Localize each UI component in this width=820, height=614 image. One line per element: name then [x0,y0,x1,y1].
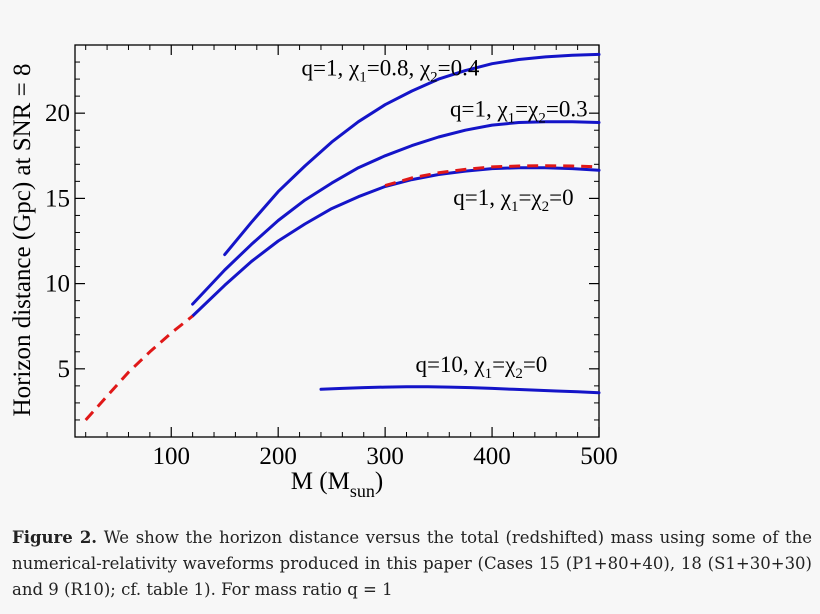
annotation-a1: q=1, χ1=0.8, χ2=0.4 [302,56,480,86]
x-tick-label: 300 [366,443,404,470]
horizon-distance-chart: 100 200 300 400 500 5 10 15 20 M (Msun) Horizon di… [9,44,618,501]
x-tick-label: 200 [259,443,297,470]
plot-frame [74,44,600,438]
y-tick-label: 15 [45,185,70,212]
series-line-4 [384,164,600,188]
caption-label: Figure 2. [12,528,98,547]
y-tick-label: 20 [45,100,70,127]
y-tick-label: 5 [58,356,71,383]
annotation-a3: q=1, χ1=χ2=0 [453,185,573,215]
series-line-0 [223,52,601,257]
figure-caption: Figure 2. We show the horizon distance v… [12,525,812,603]
series-line-2 [191,166,601,318]
series-line-1 [191,120,601,306]
series-line-5 [319,385,601,395]
x-tick-label: 500 [580,443,618,470]
y-axis-label: Horizon distance (Gpc) at SNR = 8 [9,64,36,417]
x-tick-label: 400 [473,443,511,470]
plot-area: 100 200 300 400 500 5 10 15 20 M (Msun) Horizon di… [9,44,618,501]
caption-text: We show the horizon distance versus the … [12,528,812,599]
x-tick-label: 100 [152,443,190,470]
annotation-a4: q=10, χ1=χ2=0 [415,352,547,382]
y-tick-label: 10 [45,271,70,298]
x-axis-label: M (Msun) [291,468,383,501]
series-line-3 [84,314,194,422]
annotation-a2: q=1, χ1=χ2=0.3 [450,97,588,127]
